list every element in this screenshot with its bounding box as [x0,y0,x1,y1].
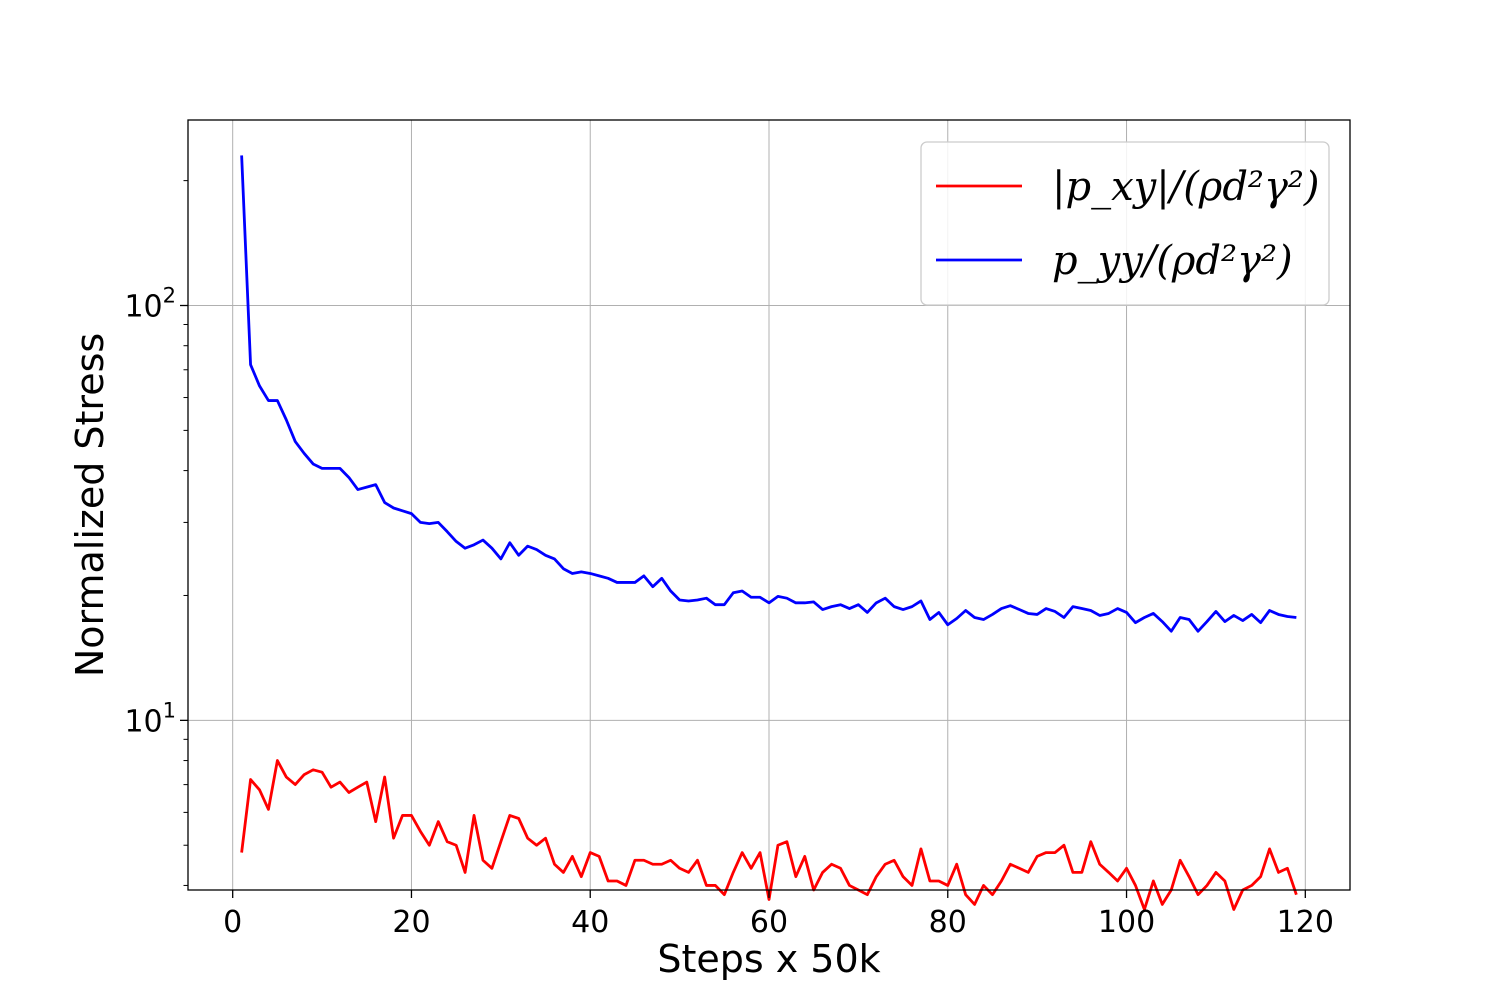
legend-label-2: p_yy/(ρd²γ²) [1052,238,1293,284]
legend-box [920,141,1330,306]
series-line-1 [240,759,1298,911]
x-tick-label: 60 [750,905,788,940]
series-group [240,155,1298,911]
series-line-2 [240,155,1297,633]
x-axis-label: Steps x 50k [657,937,880,981]
x-tick-label: 100 [1098,905,1155,940]
x-tick-label: 20 [392,905,430,940]
y-tick-label: 102 [124,284,176,325]
x-tick-label: 0 [223,905,242,940]
x-tick-label: 80 [929,905,967,940]
y-axis-label: Normalized Stress [68,333,112,677]
x-tick-label: 40 [571,905,609,940]
x-tick-label: 120 [1277,905,1334,940]
axis-ticks: 0 20 40 60 80 100 120 102 101 [124,180,1334,940]
y-tick-label: 101 [124,698,176,739]
legend-label-1: |p_xy|/(ρd²γ²) [1052,164,1320,210]
legend: |p_xy|/(ρd²γ²) p_yy/(ρd²γ²) [920,141,1330,306]
grid-lines [188,120,1350,890]
